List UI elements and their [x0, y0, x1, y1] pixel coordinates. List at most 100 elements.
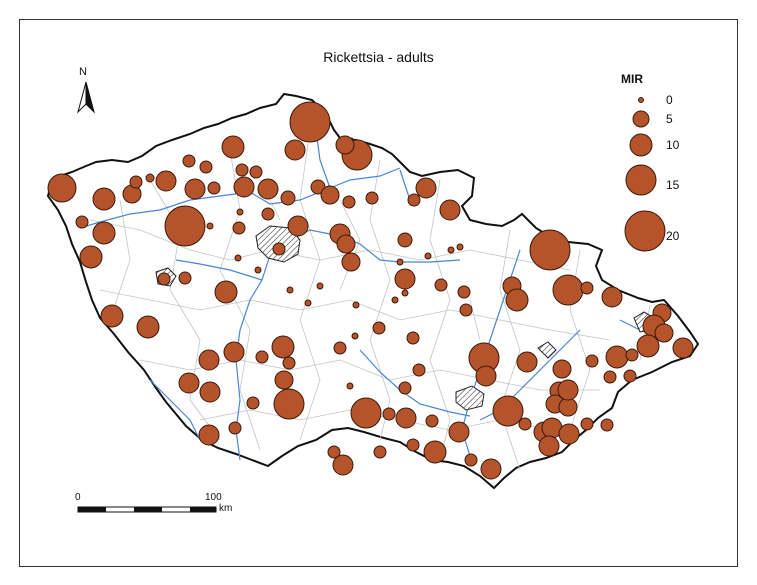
mir-circle: [398, 381, 412, 395]
mir-circle: [448, 421, 470, 443]
mir-circle: [558, 397, 578, 417]
mir-circle: [480, 458, 502, 480]
mir-circle: [558, 423, 580, 445]
north-label: N: [79, 66, 87, 78]
mir-circle: [580, 281, 594, 295]
mir-circle: [475, 365, 497, 387]
mir-circle: [236, 208, 244, 216]
mir-circle: [178, 271, 192, 285]
mir-circle: [434, 278, 448, 292]
mir-circle: [580, 417, 594, 431]
mir-circle: [271, 335, 295, 359]
mir-circle: [342, 195, 356, 209]
country-border: [46, 92, 700, 490]
mir-circle: [654, 323, 674, 343]
mir-circle: [605, 345, 629, 369]
mir-circle: [261, 207, 275, 221]
mir-circle: [457, 285, 471, 299]
scale-end-label: 100: [205, 492, 222, 503]
mir-circle: [92, 187, 116, 211]
mir-circle: [394, 268, 416, 290]
mir-circle: [538, 435, 560, 457]
mir-circle: [636, 334, 660, 358]
mir-circle: [273, 388, 305, 420]
north-arrow-icon: [77, 81, 95, 114]
mir-circle: [425, 414, 439, 428]
mir-circle: [129, 175, 143, 189]
map-title: Rickettsia - adults: [323, 49, 434, 65]
mir-circle: [289, 101, 331, 143]
mir-circle: [199, 160, 213, 174]
mir-circle: [552, 359, 572, 379]
mir-circle: [272, 242, 286, 256]
mir-circle: [396, 258, 404, 266]
mir-circle: [282, 356, 296, 370]
mir-circle: [557, 379, 579, 401]
mir-circle: [603, 370, 617, 384]
mir-circle: [336, 234, 356, 254]
mir-circle: [625, 348, 639, 362]
mir-circle: [423, 440, 447, 464]
mir-circles: [47, 101, 694, 480]
mir-circle: [373, 445, 387, 459]
mir-circle: [287, 215, 309, 237]
mir-circle: [232, 221, 246, 235]
mir-circle: [585, 354, 599, 368]
mir-circle: [335, 135, 355, 155]
mir-circle: [100, 304, 124, 328]
mir-circle: [332, 454, 354, 476]
scale-bar-icon: [77, 506, 217, 513]
mir-circle: [235, 163, 249, 177]
mir-circle: [284, 139, 306, 161]
mir-circle: [304, 299, 312, 307]
mir-circle: [459, 303, 473, 317]
mir-circle: [333, 341, 347, 355]
mir-circle: [155, 170, 177, 192]
mir-circle: [182, 154, 196, 168]
mir-circle: [601, 286, 623, 308]
legend-label-10: 10: [666, 138, 680, 152]
mir-circle: [228, 421, 242, 435]
mir-circle: [397, 232, 413, 248]
legend-symbol-5: [632, 110, 650, 128]
mir-circle: [424, 252, 432, 260]
mir-circle: [199, 381, 221, 403]
mir-circle: [75, 215, 89, 229]
legend-label-5: 5: [666, 112, 673, 126]
mir-circle: [164, 205, 206, 247]
mir-circle: [157, 272, 171, 286]
mir-circle: [447, 246, 455, 254]
mir-circle: [178, 372, 200, 394]
mir-circle: [529, 229, 571, 271]
mir-circle: [184, 178, 206, 200]
legend-symbol-20: [624, 210, 666, 252]
mir-circle: [79, 245, 103, 269]
mir-circle: [516, 351, 538, 373]
mir-circle: [286, 286, 294, 294]
mir-circle: [464, 453, 478, 467]
mir-circle: [214, 280, 238, 304]
mir-circle: [223, 341, 245, 363]
mir-circle: [206, 222, 214, 230]
mir-circle: [246, 396, 260, 410]
mir-circle: [257, 178, 279, 200]
mir-circle: [407, 193, 421, 207]
mir-circle: [255, 350, 269, 364]
mir-circle: [320, 185, 340, 205]
mir-circle: [316, 282, 324, 290]
mir-circle: [274, 370, 294, 390]
mir-circle: [600, 418, 614, 432]
mir-circle: [401, 289, 409, 297]
mir-circle: [439, 199, 461, 221]
mir-circle: [352, 301, 360, 309]
mir-circle: [198, 424, 220, 446]
mir-circle: [341, 252, 361, 272]
mir-circle: [672, 337, 694, 359]
mir-circle: [518, 417, 532, 431]
legend-title: MIR: [621, 72, 643, 86]
legend-label-0: 0: [666, 93, 673, 107]
mir-circle: [372, 321, 386, 335]
scale-start-label: 0: [75, 492, 81, 503]
mir-circle: [92, 221, 116, 245]
